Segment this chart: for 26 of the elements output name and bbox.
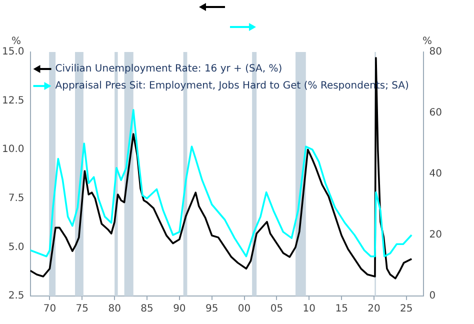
x-tick-label: 80 — [108, 304, 121, 315]
y2-tick-label: 60 — [429, 108, 442, 119]
y-tick-label: 2.5 — [8, 290, 24, 302]
x-tick-label: 25 — [400, 304, 413, 315]
y2-tick-label: 40 — [429, 168, 442, 180]
y-tick-label: 12.5 — [2, 95, 24, 106]
y-tick-label: 7.5 — [8, 192, 24, 204]
y2-tick-label: 0 — [429, 290, 436, 302]
x-tick-label: 85 — [140, 304, 154, 315]
y-tick-label: 5.0 — [8, 242, 24, 253]
x-tick-label: 70 — [43, 304, 56, 315]
y-axis-title: % — [12, 36, 22, 47]
y-tick-label: 15.0 — [2, 46, 24, 58]
y2-tick-label: 80 — [429, 46, 442, 58]
x-tick-label: 00 — [238, 304, 251, 315]
legend-label: Civilian Unemployment Rate: 16 yr + (SA, %) — [55, 64, 282, 75]
y-tick-label: 10.0 — [2, 144, 24, 156]
y2-tick-label: 20 — [429, 230, 442, 241]
x-tick-label: 20 — [368, 304, 380, 315]
y2-axis-title: % — [422, 36, 432, 47]
x-tick-label: 10 — [302, 304, 316, 315]
x-tick-label: 75 — [76, 304, 89, 315]
x-tick-label: 95 — [205, 304, 218, 315]
x-tick-label: 15 — [335, 304, 348, 315]
x-tick-label: 90 — [173, 304, 186, 315]
x-tick-label: 05 — [270, 304, 284, 315]
